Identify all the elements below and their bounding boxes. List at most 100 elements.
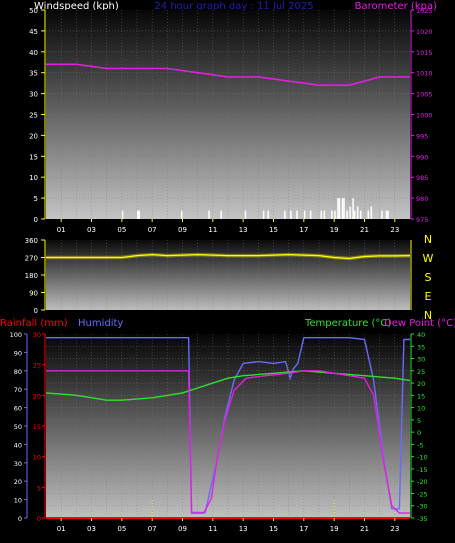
barometer-tick-label: 995 [416, 132, 428, 140]
temperature-tick-label: 15 [417, 392, 425, 400]
rainfall-tick-label: 25 [33, 362, 41, 370]
windspeed-bar [385, 210, 388, 219]
temp-humidity-gridlines [46, 334, 410, 518]
wind-direction-line [46, 253, 411, 260]
wind-barometer-gridlines [46, 10, 410, 219]
hour-label: 17 [299, 226, 308, 234]
humidity-tick-label: 80 [14, 368, 22, 376]
temperature-tick-label: 5 [417, 417, 421, 425]
barometer-line [46, 63, 410, 86]
humidity-tick-label: 70 [14, 386, 22, 394]
windspeed-bar [337, 198, 339, 219]
temperature-tick-labels: -35 -30 -25 -20 -15 -10 -5 0 5 10 15 20 25 30 35 40 [411, 331, 428, 523]
temperature-tick-label: 25 [417, 368, 425, 376]
temperature-line [45, 370, 411, 401]
hour-label: 23 [390, 226, 399, 234]
rainfall-tick-label: 5 [37, 484, 41, 492]
windspeed-bar [244, 210, 247, 219]
temperature-tick-label: -30 [417, 503, 428, 511]
temperature-tick-label: -25 [417, 490, 428, 498]
windspeed-tick-label: 50 [29, 7, 38, 15]
barometer-tick-label: 1010 [416, 70, 433, 78]
rainfall-tick-labels: 0 5 10 15 20 25 30 [33, 331, 45, 523]
temperature-tick-label: -35 [417, 515, 428, 523]
humidity-tick-label: 90 [14, 349, 22, 357]
windspeed-bar [137, 210, 139, 219]
hour-axis-labels-top: 01 03 05 07 09 11 13 15 17 19 21 23 [57, 219, 399, 234]
temp-humidity-series [45, 337, 411, 519]
barometer-tick-label: 1005 [416, 91, 433, 99]
windspeed-bar [338, 198, 341, 219]
windspeed-bar [296, 210, 298, 219]
barometer-tick-label: 985 [416, 174, 428, 182]
windspeed-series [121, 198, 389, 219]
windspeed-tick-label: 5 [34, 195, 38, 203]
hour-label: 09 [178, 226, 187, 234]
windspeed-bar [138, 210, 141, 219]
temperature-tick-label: -10 [417, 454, 428, 462]
rainfall-tick-label: 10 [33, 454, 41, 462]
compass-label: S [425, 271, 432, 284]
compass-label: W [423, 252, 434, 265]
windspeed-bar [284, 210, 286, 219]
humidity-tick-label: 60 [14, 405, 22, 413]
windspeed-bar [323, 210, 326, 219]
temperature-tick-label: 10 [417, 405, 425, 413]
windspeed-tick-labels: 0 5 10 15 20 25 30 35 40 45 50 [29, 7, 45, 224]
barometer-tick-label: 975 [416, 216, 428, 224]
temperature-tick-label: 40 [417, 331, 425, 339]
temperature-tick-label: 0 [417, 429, 421, 437]
windspeed-bar [267, 210, 269, 219]
barometer-tick-label: 990 [416, 153, 428, 161]
compass-label: N [424, 233, 432, 246]
windspeed-bar [387, 210, 389, 219]
humidity-line [46, 337, 410, 514]
compass-label: N [424, 309, 432, 322]
barometer-tick-labels: 975 980 985 990 995 1000 1005 1010 1015 1020 1025 [411, 7, 433, 224]
humidity-tick-labels: 0 10 20 30 40 50 60 70 80 90 100 [10, 331, 27, 523]
barometer-tick-label: 1020 [416, 28, 433, 36]
windspeed-bar [320, 210, 323, 219]
barometer-series [46, 63, 410, 86]
temperature-tick-label: 35 [417, 343, 425, 351]
hour-axis-labels-bottom: 01 03 05 07 09 11 13 15 17 19 21 23 [57, 518, 399, 533]
windspeed-bar [262, 210, 265, 219]
direction-tick-label: 360 [25, 237, 38, 245]
hour-label: 03 [87, 226, 96, 234]
hour-label: 17 [299, 525, 308, 533]
windspeed-bar [359, 210, 362, 219]
direction-tick-label: 180 [25, 272, 38, 280]
windspeed-bar [367, 210, 370, 219]
windspeed-bar [121, 210, 124, 219]
windspeed-tick-label: 20 [29, 132, 38, 140]
hour-label: 21 [360, 226, 369, 234]
windspeed-tick-label: 30 [29, 91, 38, 99]
compass-label: E [425, 290, 432, 303]
temperature-axis-title: Temperature (°C) [304, 318, 391, 329]
direction-tick-label: 0 [34, 307, 38, 315]
windspeed-bar [180, 210, 183, 219]
wind-direction-series [46, 252, 411, 261]
windspeed-bar [353, 210, 356, 219]
windspeed-tick-label: 10 [29, 174, 38, 182]
rainfall-tick-label: 0 [37, 515, 41, 523]
hour-label: 13 [239, 525, 248, 533]
hour-label: 15 [269, 525, 278, 533]
hour-label: 23 [390, 525, 399, 533]
humidity-tick-label: 30 [14, 460, 22, 468]
direction-tick-label: 90 [29, 290, 38, 298]
hour-label: 09 [178, 525, 187, 533]
windspeed-bar [356, 206, 359, 219]
barometer-tick-label: 980 [416, 195, 428, 203]
hour-label: 07 [148, 525, 157, 533]
windspeed-bar [349, 206, 351, 219]
hour-label: 11 [208, 525, 217, 533]
humidity-tick-label: 100 [10, 331, 22, 339]
temperature-tick-label: 30 [417, 356, 425, 364]
windspeed-tick-label: 40 [29, 49, 38, 57]
windspeed-bar [309, 210, 312, 219]
hour-label: 11 [208, 226, 217, 234]
humidity-axis-title: Humidity [78, 318, 123, 329]
temperature-tick-label: 20 [417, 380, 425, 388]
